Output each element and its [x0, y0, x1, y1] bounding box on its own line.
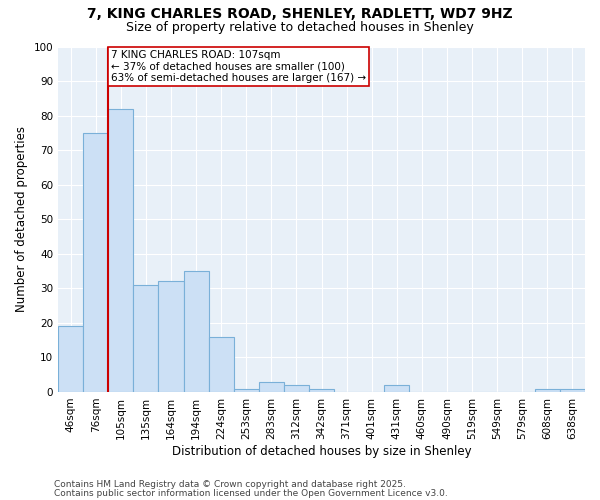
Text: 7 KING CHARLES ROAD: 107sqm
← 37% of detached houses are smaller (100)
63% of se: 7 KING CHARLES ROAD: 107sqm ← 37% of det…: [111, 50, 366, 83]
Bar: [83, 133, 108, 392]
Bar: [58, 326, 83, 392]
Bar: [535, 388, 560, 392]
Text: 7, KING CHARLES ROAD, SHENLEY, RADLETT, WD7 9HZ: 7, KING CHARLES ROAD, SHENLEY, RADLETT, …: [87, 8, 513, 22]
Bar: [560, 388, 585, 392]
Bar: [133, 285, 158, 392]
Bar: [158, 282, 184, 392]
Text: Size of property relative to detached houses in Shenley: Size of property relative to detached ho…: [126, 21, 474, 34]
Bar: [209, 336, 233, 392]
X-axis label: Distribution of detached houses by size in Shenley: Distribution of detached houses by size …: [172, 444, 472, 458]
Bar: [184, 271, 209, 392]
Bar: [233, 388, 259, 392]
Text: Contains public sector information licensed under the Open Government Licence v3: Contains public sector information licen…: [54, 488, 448, 498]
Bar: [108, 108, 133, 392]
Bar: [259, 382, 284, 392]
Bar: [284, 385, 309, 392]
Y-axis label: Number of detached properties: Number of detached properties: [15, 126, 28, 312]
Bar: [384, 385, 409, 392]
Bar: [309, 388, 334, 392]
Text: Contains HM Land Registry data © Crown copyright and database right 2025.: Contains HM Land Registry data © Crown c…: [54, 480, 406, 489]
